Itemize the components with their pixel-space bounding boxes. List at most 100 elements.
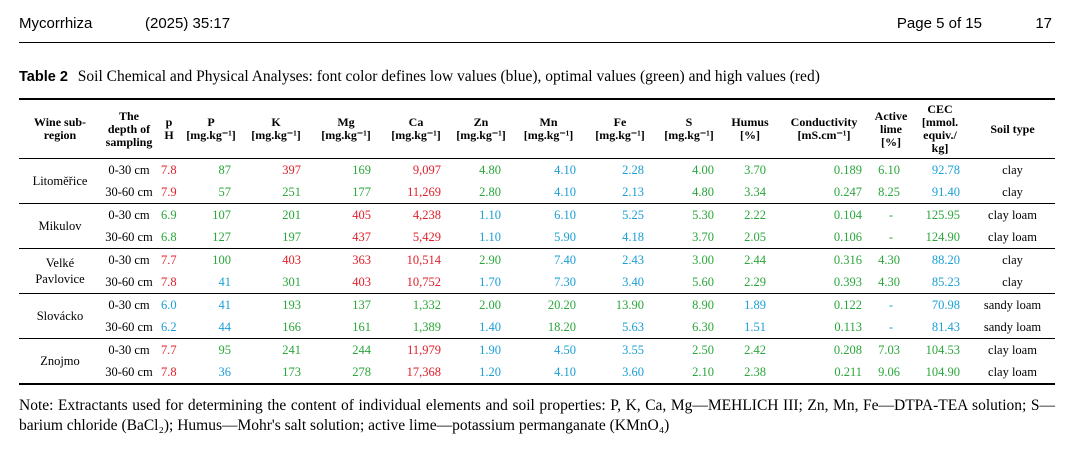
value-cell: 36: [181, 361, 241, 385]
value-cell: 0.104: [833, 207, 862, 222]
value-cell: 2.44: [744, 252, 766, 267]
value-cell: 5.30: [692, 207, 714, 222]
column-header-line: Mn: [539, 115, 558, 129]
value-cell: 0.189: [833, 162, 862, 177]
value-cell: 104.90: [910, 361, 970, 385]
value-cell: 7.30: [511, 271, 586, 294]
column-header-line: K: [271, 115, 281, 129]
table-row: 30-60 cm 6.8 127 197 437 5,429 1.10 5.90 4.18 3.7…: [19, 226, 1055, 249]
value-cell: 2.22: [744, 207, 766, 222]
column-header-line: Fe: [613, 115, 627, 129]
depth-cell: 30-60 cm: [101, 181, 157, 204]
table-row: Znojmo 0-30 cm 7.7 95 241 244 11,979 1.90 4.50 3.…: [19, 338, 1055, 385]
value-cell: -: [872, 316, 910, 339]
value-cell: 17,368: [381, 361, 451, 385]
column-header-line: Zn: [473, 115, 489, 129]
column-header-line: sampling: [105, 134, 153, 149]
value-cell: 5.60: [654, 271, 724, 294]
column-header-line: Conductivity: [790, 115, 858, 129]
depth-cell: 30-60 cm: [101, 271, 157, 294]
soil-type-cell: clay loam: [988, 342, 1037, 357]
value-cell: 3.70: [654, 226, 724, 249]
column-header: Mn [mg.kg⁻¹]: [511, 99, 586, 159]
value-cell: 2.28: [622, 162, 644, 177]
value-cell: 6.10: [878, 162, 900, 177]
column-header-line: CEC: [927, 102, 953, 116]
value-cell: 2.05: [724, 226, 776, 249]
table-row: Mikulov 0-30 cm 6.9 107 201 405 4,238 1.10 6.10 5…: [19, 203, 1055, 249]
header-rule: [19, 42, 1055, 43]
column-header-line: [mg.kg⁻¹]: [391, 128, 441, 142]
value-cell: 2.29: [724, 271, 776, 294]
column-header-line: [mg.kg⁻¹]: [321, 128, 371, 142]
value-cell: 8.25: [872, 181, 910, 204]
value-cell: 8.90: [692, 297, 714, 312]
value-cell: 2.10: [654, 361, 724, 385]
region-cell: Znojmo: [19, 338, 101, 385]
value-cell: 0.208: [833, 342, 862, 357]
column-header-line: Ca: [408, 115, 424, 129]
depth-cell: 30-60 cm: [101, 316, 157, 339]
value-cell: 7.40: [554, 252, 576, 267]
page-number: 17: [1035, 15, 1052, 32]
value-cell: 6.2: [157, 316, 181, 339]
column-header: Mg [mg.kg⁻¹]: [311, 99, 381, 159]
column-header: Ca [mg.kg⁻¹]: [381, 99, 451, 159]
column-header: K [mg.kg⁻¹]: [241, 99, 311, 159]
column-header-line: [mg.kg⁻¹]: [595, 128, 645, 142]
value-cell: 201: [282, 207, 301, 222]
value-cell: 403: [282, 252, 301, 267]
column-header-line: [mg.kg⁻¹]: [664, 128, 714, 142]
value-cell: 173: [241, 361, 311, 385]
header-row: Wine sub-region The depth of sampling p H P [mg…: [19, 99, 1055, 159]
table-row: Velké Pavlovice 0-30 cm 7.7 100 403 363 10,514 2…: [19, 248, 1055, 294]
value-cell: 405: [352, 207, 371, 222]
value-cell: 87: [218, 162, 232, 177]
value-cell: 10,514: [406, 252, 441, 267]
value-cell: 7.9: [157, 181, 181, 204]
value-cell: 1.51: [724, 316, 776, 339]
column-header-line: Soil type: [990, 121, 1035, 136]
depth-cell: 0-30 cm: [108, 297, 150, 312]
depth-cell: 0-30 cm: [108, 207, 150, 222]
value-cell: 124.90: [910, 226, 970, 249]
depth-cell: 30-60 cm: [101, 226, 157, 249]
value-cell: 0.122: [833, 297, 862, 312]
value-cell: 5.90: [511, 226, 586, 249]
value-cell: 193: [282, 297, 301, 312]
value-cell: 363: [352, 252, 371, 267]
table-row: Litoměřice 0-30 cm 7.8 87 397 169 9,097 4.80 4.1…: [19, 158, 1055, 204]
value-cell: 7.7: [161, 342, 177, 357]
value-cell: 0.106: [776, 226, 872, 249]
value-cell: 81.43: [910, 316, 970, 339]
value-cell: 1.90: [479, 342, 501, 357]
value-cell: 197: [241, 226, 311, 249]
soil-type-cell: clay loam: [970, 361, 1055, 385]
value-cell: 177: [311, 181, 381, 204]
value-cell: 403: [311, 271, 381, 294]
column-header-line: kg]: [931, 141, 949, 155]
value-cell: 6.0: [161, 297, 177, 312]
region-cell: Litoměřice: [19, 158, 101, 204]
soil-type-cell: clay: [970, 181, 1055, 204]
value-cell: 1.10: [479, 207, 501, 222]
value-cell: 2.38: [724, 361, 776, 385]
value-cell: 6.10: [554, 207, 576, 222]
value-cell: 95: [218, 342, 232, 357]
table-label: Table 2: [19, 69, 68, 85]
value-cell: 4.30: [878, 252, 900, 267]
value-cell: 127: [181, 226, 241, 249]
value-cell: 125.95: [925, 207, 960, 222]
column-header: S [mg.kg⁻¹]: [654, 99, 724, 159]
soil-type-cell: clay loam: [988, 207, 1037, 222]
value-cell: -: [888, 297, 894, 312]
soil-type-cell: clay: [1002, 162, 1023, 177]
region-name: Pavlovice: [35, 272, 85, 286]
value-cell: 4.50: [554, 342, 576, 357]
column-header-line: Mg: [337, 115, 355, 129]
value-cell: 3.60: [586, 361, 654, 385]
value-cell: 70.98: [931, 297, 960, 312]
value-cell: 251: [241, 181, 311, 204]
value-cell: 107: [212, 207, 231, 222]
region-name: Litoměřice: [32, 174, 88, 188]
